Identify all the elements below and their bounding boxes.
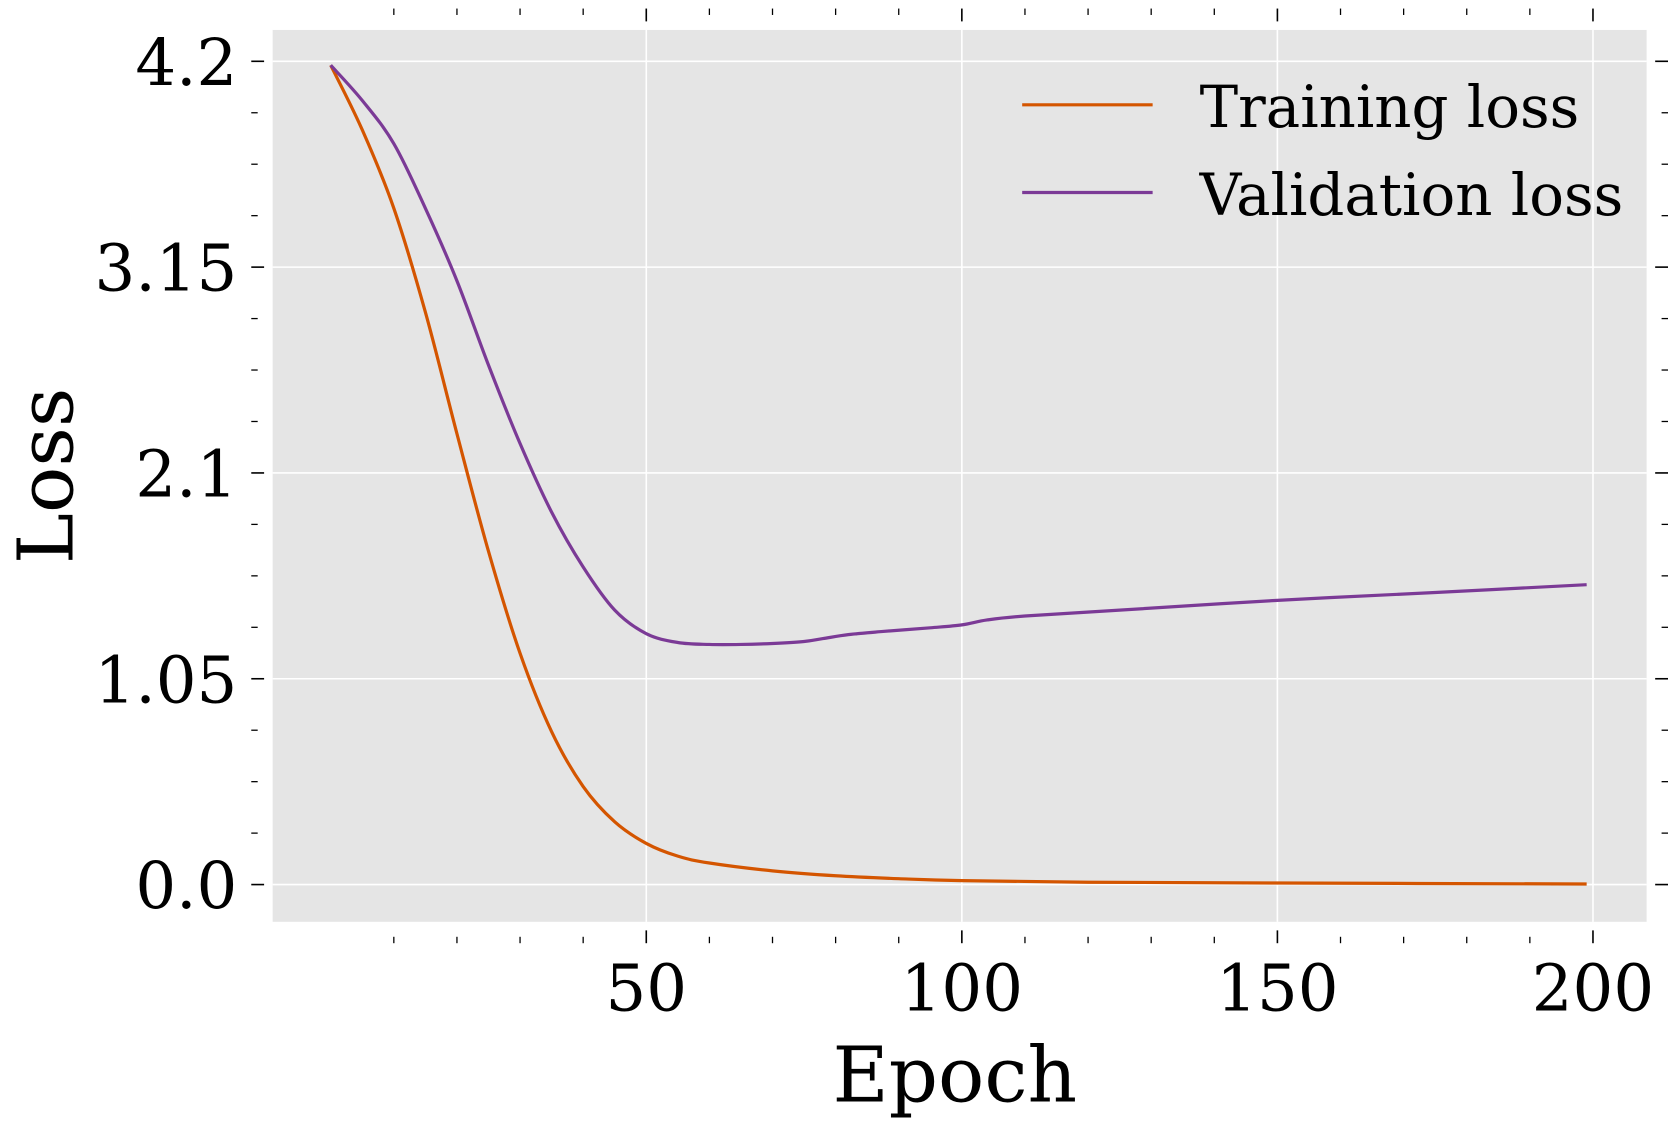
legend: Training loss Validation loss: [1022, 73, 1623, 229]
x-tick-label: 200: [1532, 952, 1654, 1027]
y-axis-label: Loss: [3, 388, 92, 565]
axis-ticks: [251, 8, 1668, 944]
y-tick-label: 3.15: [95, 232, 238, 307]
y-tick-label: 4.2: [135, 26, 237, 101]
series-line-validation: [329, 64, 1587, 647]
x-axis-label: Epoch: [833, 1031, 1078, 1120]
y-tick-label: 1.05: [95, 643, 238, 718]
legend-label-training: Training loss: [1200, 73, 1580, 141]
plot-background: [272, 29, 1647, 922]
tick-labels: 50 100 150 200 0.0 1.05 2.1 3.15 4.2: [95, 26, 1655, 1027]
series-line-training: [329, 64, 1587, 886]
y-tick-label: 2.1: [135, 437, 237, 512]
x-tick-label: 50: [605, 952, 687, 1027]
grid-lines: [272, 29, 1647, 922]
x-tick-label: 150: [1216, 952, 1338, 1027]
x-tick-label: 100: [901, 952, 1023, 1027]
y-tick-label: 0.0: [135, 849, 237, 924]
series-lines: [329, 64, 1587, 886]
legend-label-validation: Validation loss: [1199, 161, 1624, 229]
